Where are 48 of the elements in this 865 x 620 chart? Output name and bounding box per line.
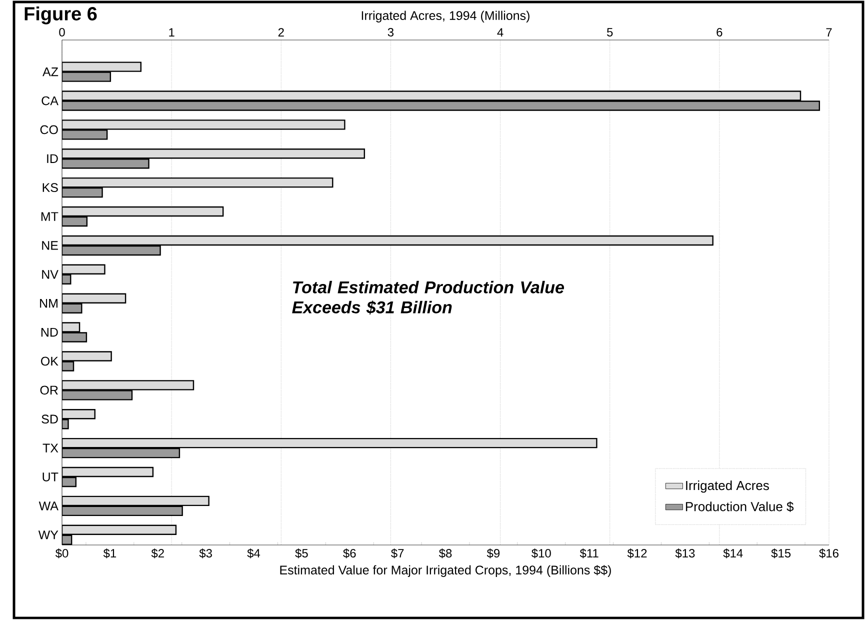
y-tick-label: KS [42,183,58,192]
x2-tick-label: 0 [59,28,65,36]
chart-title: Figure 6 [24,6,97,24]
y-tick-label: WA [38,502,58,510]
x-axis-title: Estimated Value for Major Irrigated Crops, 1994 (Billions $$) [280,565,611,577]
x-tick-label: $0 [55,548,68,558]
annotation: Total Estimated Production Value Exceeds $31 Billion [292,280,564,314]
x2-tick-label: 5 [607,28,613,36]
y-tick-label: OK [41,356,58,366]
x2-axis-title: Irrigated Acres, 1994 (Millions) [362,10,530,22]
y-tick-label: WY [38,530,58,540]
y-tick-label: SD [42,414,58,424]
y-tick-label: CO [40,125,58,134]
x2-tick-label: 1 [169,28,174,36]
x-tick-label: $1 [103,548,116,558]
y-tick-label: AZ [42,68,58,76]
y-tick-label: MT [41,212,58,221]
legend-label: Production Value $ [686,501,794,512]
y-tick-label: UT [42,472,58,482]
x2-tick-label: 7 [826,28,832,36]
x2-tick-label: 2 [278,28,284,36]
x-tick-label: $6 [343,548,356,558]
x-tick-label: $12 [627,548,647,558]
x2-tick-label: 4 [497,28,504,36]
x-tick-label: $9 [486,548,500,558]
x-tick-label: $3 [199,548,212,558]
x2-tick-label: 6 [716,28,722,36]
x-tick-label: $14 [723,548,743,558]
y-tick-label: NE [42,241,58,250]
x-tick-label: $5 [295,548,308,558]
x-tick-label: $16 [819,548,838,558]
y-tick-label: ND [41,328,58,337]
y-tick-label: OR [40,386,58,395]
y-tick-label: TX [42,444,58,452]
x-tick-label: $2 [151,548,164,558]
x-tick-label: $8 [438,548,452,558]
x-tick-label: $13 [675,548,695,558]
x-tick-label: $4 [247,548,260,558]
y-tick-label: CA [42,96,58,106]
x-tick-label: $10 [531,548,551,558]
legend-label: Irrigated Acres [686,480,769,493]
y-tick-label: NM [40,299,58,308]
x-tick-label: $7 [391,548,404,558]
x-tick-label: $15 [771,548,791,558]
y-tick-label: ID [47,154,58,163]
y-tick-label: NV [42,270,58,279]
x2-tick-label: 3 [388,28,394,36]
x-tick-label: $11 [580,548,598,558]
